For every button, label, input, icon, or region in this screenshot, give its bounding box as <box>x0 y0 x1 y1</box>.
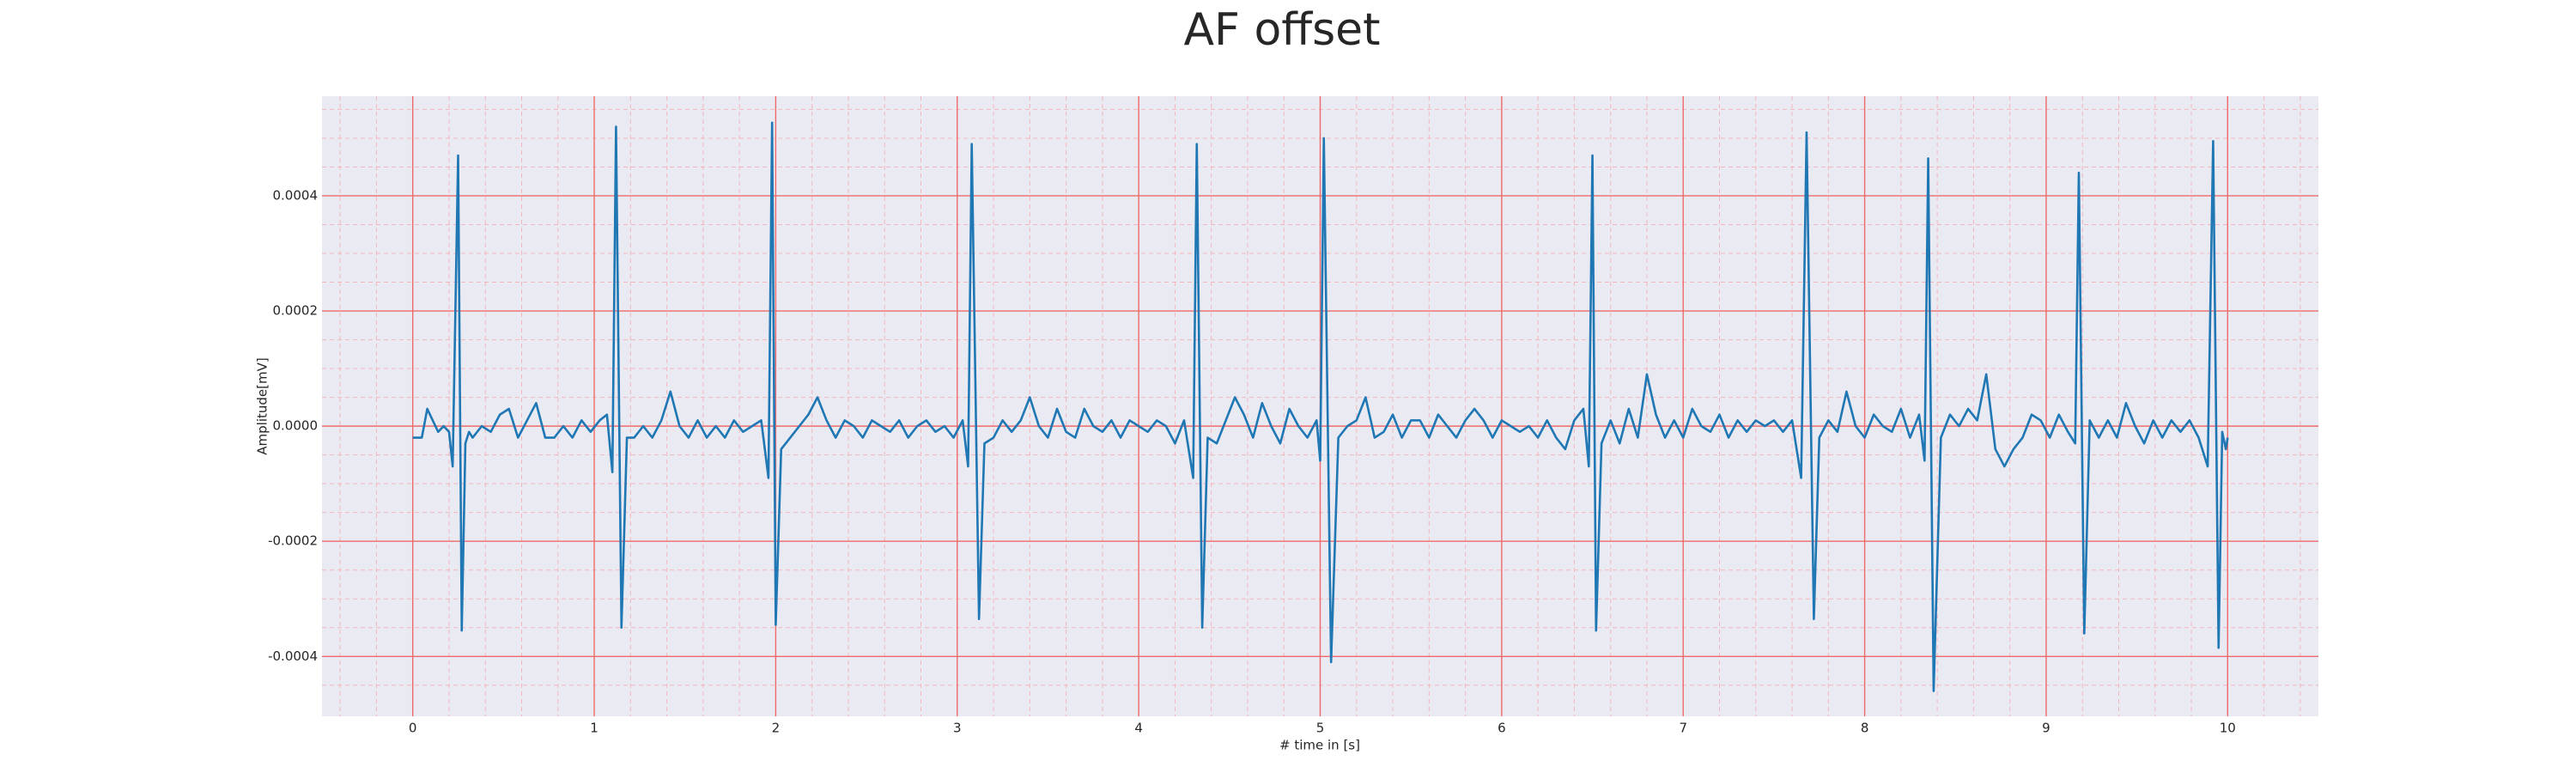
x-tick-label: 4 <box>1134 721 1143 736</box>
x-tick-label: 9 <box>2042 721 2050 736</box>
labels: 0 1 2 3 4 5 6 7 8 9 10 -0.0004 -0.0002 0.0000 0.0002 0.… <box>268 187 2236 735</box>
chart-title: AF offset <box>1183 4 1380 56</box>
y-tick-label: 0.0002 <box>273 303 319 319</box>
y-tick-label: -0.0004 <box>268 648 318 664</box>
x-tick-label: 10 <box>2220 721 2236 736</box>
x-tick-label: 8 <box>1861 721 1869 736</box>
y-tick-label: -0.0002 <box>268 533 318 549</box>
x-tick-label: 3 <box>953 721 962 736</box>
y-axis-label: Amplitude[mV] <box>255 357 270 454</box>
y-tick-label: 0.0004 <box>273 187 319 203</box>
x-tick-label: 7 <box>1679 721 1687 736</box>
x-tick-label: 5 <box>1316 721 1325 736</box>
y-tick-label: 0.0000 <box>273 418 319 434</box>
marks <box>412 121 2229 692</box>
x-axis-label: # time in [s] <box>1279 738 1360 753</box>
x-tick-label: 0 <box>409 721 417 736</box>
x-tick-label: 1 <box>590 721 598 736</box>
x-tick-label: 6 <box>1498 721 1506 736</box>
signal-line <box>412 121 2229 692</box>
x-tick-label: 2 <box>772 721 781 736</box>
